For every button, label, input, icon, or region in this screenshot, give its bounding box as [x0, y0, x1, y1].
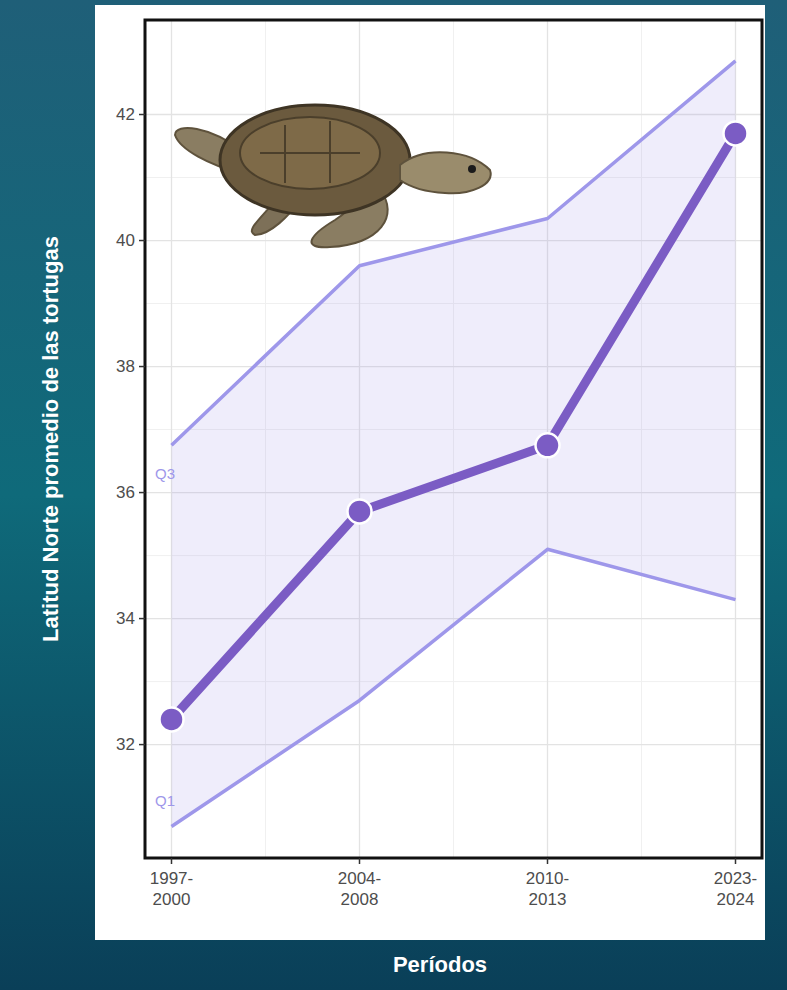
- quartile-line: [172, 61, 736, 445]
- x-tick-label-line: 2024: [717, 890, 755, 909]
- turtle-head: [400, 152, 491, 193]
- y-tick: [139, 366, 145, 368]
- x-tick: [735, 858, 737, 864]
- plot-area: [160, 61, 748, 827]
- y-tick: [139, 744, 145, 746]
- x-tick: [547, 858, 549, 864]
- quartile-line: [172, 549, 736, 826]
- x-tick-label: 1997- 2000: [150, 869, 193, 909]
- x-tick-label: 2010- 2013: [526, 869, 569, 909]
- y-axis-title: Latitud Norte promedio de las tortugas: [38, 236, 63, 642]
- background: [0, 0, 787, 990]
- chart-panel: [95, 5, 765, 940]
- x-tick-label-line: 2010-: [526, 869, 569, 888]
- y-tick-label: 36: [116, 483, 135, 502]
- y-tick-label: 34: [116, 609, 135, 628]
- series-label: Q1: [155, 792, 175, 809]
- plot-frame: [145, 20, 762, 858]
- x-tick-label-line: 1997-: [150, 869, 193, 888]
- y-tick-label: 38: [116, 357, 135, 376]
- x-tick-label-line: 2008: [341, 890, 379, 909]
- turtle-shell-plate: [240, 117, 380, 189]
- turtle-shell: [220, 105, 410, 215]
- mean-point: [348, 499, 372, 523]
- x-tick-label-line: 2023-: [714, 869, 757, 888]
- x-tick: [359, 858, 361, 864]
- interquartile-band: [172, 61, 736, 827]
- y-tick: [139, 618, 145, 620]
- mean-point: [536, 433, 560, 457]
- mean-point: [160, 707, 184, 731]
- x-axis-title: Períodos: [393, 952, 487, 977]
- x-tick-label-line: 2004-: [338, 869, 381, 888]
- series-label: Q3: [155, 465, 175, 482]
- y-tick-label: 40: [116, 231, 135, 250]
- y-tick: [139, 240, 145, 242]
- y-tick-label: 32: [116, 735, 135, 754]
- x-tick: [171, 858, 173, 864]
- y-tick: [139, 492, 145, 494]
- mean-line: [172, 133, 736, 719]
- turtle-illustration: [175, 105, 491, 247]
- grid: [145, 20, 762, 858]
- turtle-shell-lines: [260, 121, 360, 183]
- x-tick-label-line: 2000: [153, 890, 191, 909]
- y-tick-label: 42: [116, 105, 135, 124]
- y-tick: [139, 114, 145, 116]
- x-tick-label: 2023- 2024: [714, 869, 757, 909]
- turtle-eye: [468, 165, 476, 173]
- x-tick-label-line: 2013: [529, 890, 567, 909]
- x-tick-label: 2004- 2008: [338, 869, 381, 909]
- mean-point: [724, 121, 748, 145]
